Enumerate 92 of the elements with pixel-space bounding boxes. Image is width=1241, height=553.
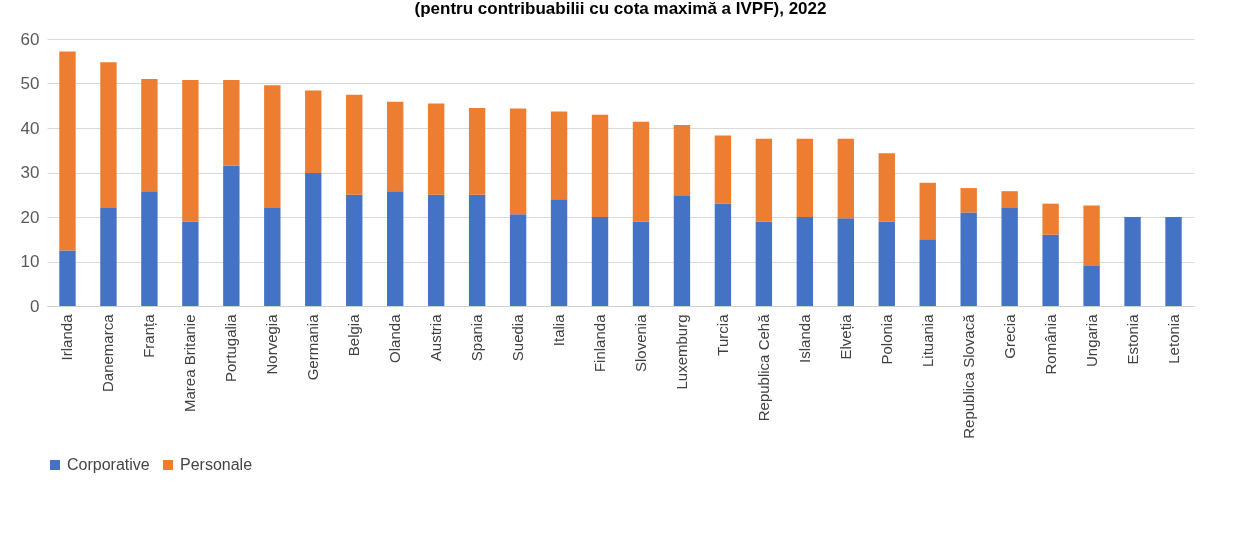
x-tick-label: Austria — [427, 313, 445, 362]
y-tick-label: 30 — [20, 163, 40, 182]
bar — [919, 239, 936, 306]
x-tick-label: Belgia — [345, 313, 363, 357]
x-tick-label: Ungaria — [1082, 313, 1100, 368]
chart-title: (pentru contribuabilii cu cota maximă a IVPF), 2022 — [414, 0, 827, 18]
bar — [714, 135, 732, 204]
bar — [796, 138, 814, 217]
bar — [387, 101, 404, 192]
bar — [673, 195, 691, 306]
bar — [387, 191, 404, 306]
bar — [305, 172, 322, 306]
bar — [100, 208, 117, 306]
x-tick-label: Republica Slovacă — [959, 313, 977, 439]
bar — [223, 79, 240, 166]
bar — [223, 165, 240, 306]
legend-label: Corporative — [67, 456, 150, 473]
x-tick-label: Suedia — [509, 313, 527, 362]
bar — [796, 217, 814, 306]
bar — [305, 90, 322, 173]
bar — [837, 138, 854, 219]
x-tick-label: Finlanda — [591, 313, 609, 373]
x-tick-label: Germania — [304, 313, 322, 381]
bar — [1001, 191, 1018, 209]
y-tick-label: 50 — [20, 74, 40, 93]
bar — [264, 208, 281, 306]
bar — [346, 94, 363, 195]
x-tick-label: Grecia — [1000, 313, 1018, 359]
x-tick-label: Lituania — [918, 313, 936, 368]
x-tick-label: Franța — [140, 313, 158, 358]
x-tick-label: Estonia — [1123, 313, 1141, 365]
bar — [468, 194, 486, 306]
bar — [632, 121, 650, 222]
bar — [427, 194, 445, 306]
bar — [346, 194, 363, 306]
bar — [1165, 217, 1182, 306]
bar — [960, 188, 977, 213]
x-tick-label: Luxemburg — [672, 314, 690, 390]
x-tick-label: Republica Cehă — [754, 313, 772, 422]
bar — [878, 221, 895, 306]
bar — [960, 212, 977, 306]
x-tick-label: Turcia — [713, 313, 731, 356]
bar — [1042, 234, 1059, 306]
bar — [141, 191, 158, 306]
y-tick-label: 10 — [20, 252, 40, 271]
bar — [591, 217, 609, 306]
bar — [550, 199, 568, 306]
bar — [427, 103, 445, 195]
y-tick-label: 20 — [20, 207, 40, 227]
bar — [837, 218, 854, 306]
x-tick-label: Portugalia — [222, 313, 240, 383]
bar — [59, 250, 76, 306]
bar — [1042, 203, 1059, 235]
bar — [1083, 265, 1100, 306]
bar — [59, 51, 76, 251]
x-tick-label: Letonia — [1164, 313, 1182, 364]
bar — [550, 111, 568, 200]
bar — [264, 85, 281, 209]
x-tick-label: Olanda — [386, 313, 404, 363]
bar — [591, 114, 609, 217]
bar — [182, 79, 199, 222]
x-tick-label: Norvegia — [263, 313, 281, 375]
x-tick-label: Italia — [550, 313, 568, 347]
x-tick-label: Islanda — [795, 313, 813, 363]
bar — [509, 214, 527, 306]
x-tick-label: Danemarca — [99, 313, 117, 393]
legend-label: Personale — [180, 456, 253, 473]
bar — [878, 153, 895, 222]
x-tick-label: Irlanda — [58, 313, 76, 361]
bar — [141, 79, 158, 192]
bar — [182, 221, 199, 306]
x-tick-label: Elveția — [836, 313, 854, 360]
bar — [755, 138, 773, 222]
bar — [1001, 208, 1018, 306]
bar — [1124, 217, 1141, 306]
bar — [755, 221, 773, 306]
bar — [468, 107, 486, 195]
x-tick-label: România — [1041, 313, 1059, 375]
bar — [714, 203, 732, 306]
bar — [509, 108, 527, 215]
x-tick-label: Marea Britanie — [181, 314, 199, 413]
y-tick-label: 0 — [30, 296, 40, 316]
y-tick-label: 60 — [20, 29, 40, 49]
bar — [919, 182, 936, 240]
bar — [632, 221, 650, 306]
x-tick-label: Polonia — [877, 313, 895, 365]
y-tick-label: 40 — [20, 118, 40, 138]
bar — [673, 124, 691, 196]
bar — [1083, 205, 1100, 266]
bar — [100, 62, 117, 209]
x-tick-label: Spania — [468, 313, 486, 362]
x-tick-label: Slovenia — [631, 313, 649, 373]
